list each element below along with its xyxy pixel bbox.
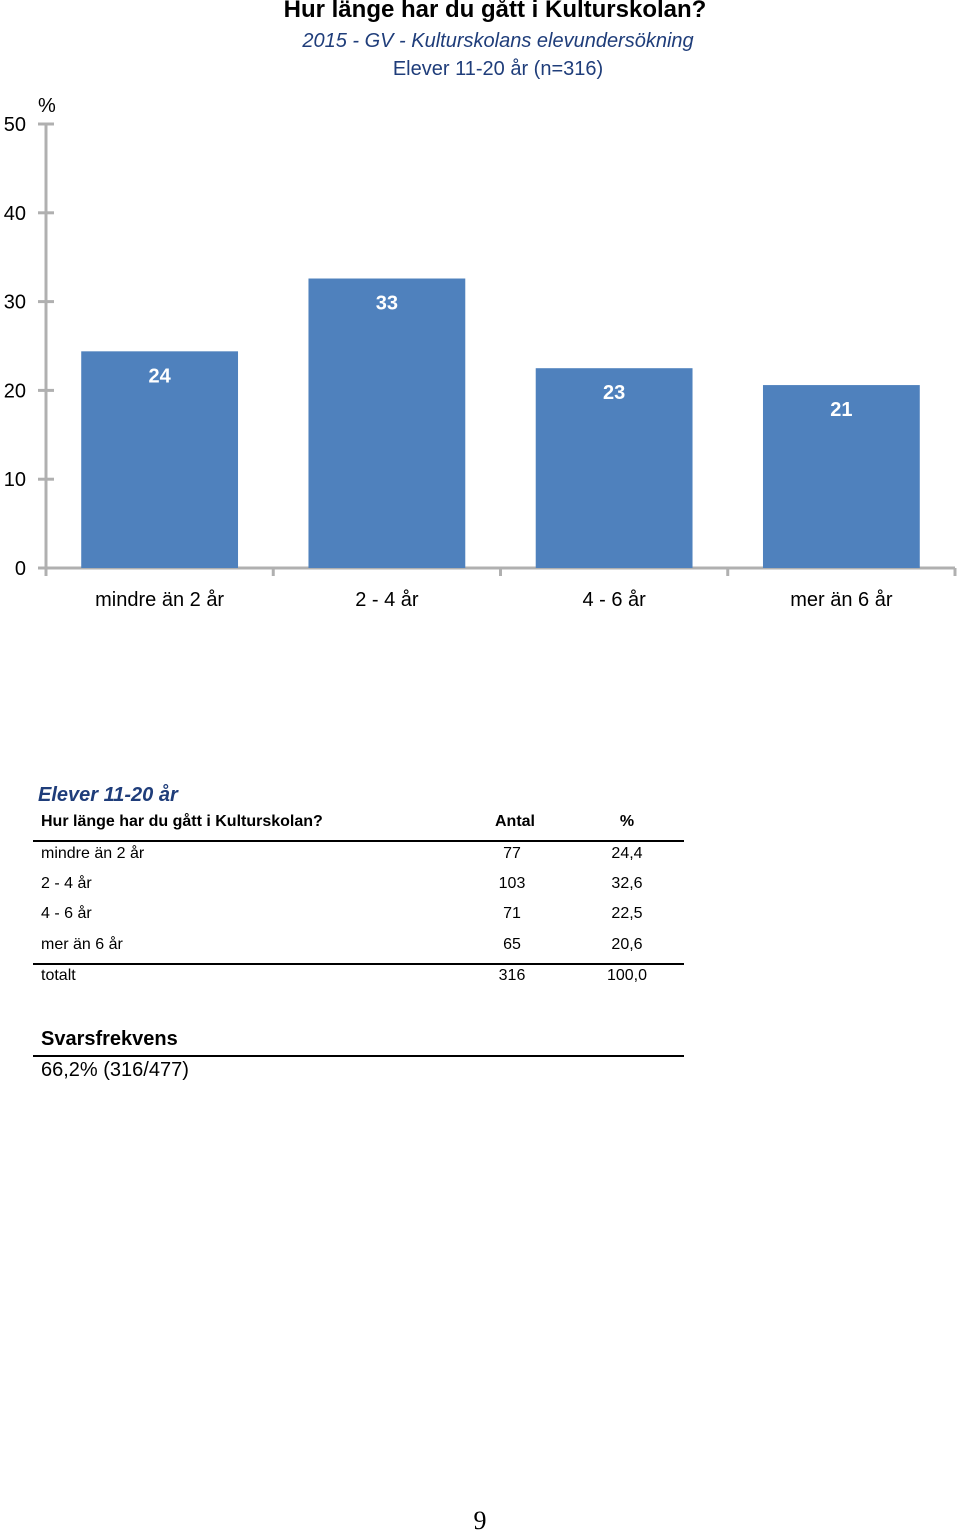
table-cell-percent: 20,6	[611, 936, 643, 953]
table-cell-count: 65	[503, 936, 521, 953]
bar	[535, 368, 693, 568]
table-title: Elever 11-20 år	[38, 784, 178, 806]
bar	[762, 385, 920, 568]
table-cell-percent: 22,5	[611, 905, 643, 922]
table-cell-category: mer än 6 år	[41, 936, 123, 953]
table-header-percent: %	[619, 813, 635, 830]
bar	[308, 278, 466, 568]
x-tick-label: 4 - 6 år	[582, 589, 646, 611]
table-cell-count: 103	[498, 875, 526, 892]
response-rate-value: 66,2% (316/477)	[41, 1059, 189, 1081]
x-tick-label: mindre än 2 år	[95, 589, 224, 611]
table-total-count: 316	[498, 967, 526, 984]
x-tick-label: 2 - 4 år	[355, 589, 419, 611]
x-tick-label: mer än 6 år	[790, 589, 893, 611]
bar-chart: 0 10 20 30 40 50% 24 mindre än 2 år 33 2 - 4 år 23…	[4, 95, 957, 611]
table-cell-percent: 24,4	[611, 845, 643, 862]
y-tick-label: 40	[4, 203, 26, 225]
table-row: 4 - 6 år 71 22,5	[33, 905, 684, 935]
table-row: 2 - 4 år 103 32,6	[33, 875, 684, 905]
y-axis-label: %	[38, 95, 56, 117]
table-cell-count: 71	[503, 905, 521, 922]
table-total-row: totalt 316 100,0	[33, 967, 684, 997]
page-number: 9	[473, 1506, 487, 1535]
table-row: mer än 6 år 65 20,6	[33, 936, 684, 966]
table-row: mindre än 2 år 77 24,4	[33, 845, 684, 875]
table-total-rule	[33, 963, 684, 965]
bar-data-label: 24	[149, 365, 172, 387]
table-cell-category: 4 - 6 år	[41, 905, 92, 922]
table-header-row: Hur länge har du gått i Kulturskolan? An…	[33, 813, 684, 843]
response-rate-rule	[33, 1055, 684, 1057]
chart-title: Hur länge har du gått i Kulturskolan?	[283, 0, 707, 23]
y-tick-label: 50	[4, 114, 26, 136]
table-header-rule	[33, 840, 684, 842]
table-total-label: totalt	[41, 967, 76, 984]
chart-subtitle: 2015 - GV - Kulturskolans elevundersökni…	[302, 30, 694, 52]
bar-data-label: 23	[603, 382, 625, 404]
chart-subtitle-sample: Elever 11-20 år (n=316)	[392, 58, 604, 80]
table-header-count: Antal	[495, 813, 535, 830]
table-cell-category: mindre än 2 år	[41, 845, 145, 862]
bar-data-label: 33	[376, 293, 398, 315]
table-cell-category: 2 - 4 år	[41, 875, 92, 892]
y-tick-label: 20	[4, 380, 26, 402]
table-header-question: Hur länge har du gått i Kulturskolan?	[41, 813, 323, 830]
response-rate-label: Svarsfrekvens	[41, 1028, 178, 1050]
table-cell-count: 77	[503, 845, 521, 862]
table-total-percent: 100,0	[606, 967, 648, 984]
y-tick-label: 0	[15, 558, 26, 580]
table-cell-percent: 32,6	[611, 875, 643, 892]
y-tick-label: 10	[4, 469, 26, 491]
y-tick-label: 30	[4, 292, 26, 314]
bar-data-label: 21	[830, 399, 852, 421]
bar	[81, 351, 239, 568]
